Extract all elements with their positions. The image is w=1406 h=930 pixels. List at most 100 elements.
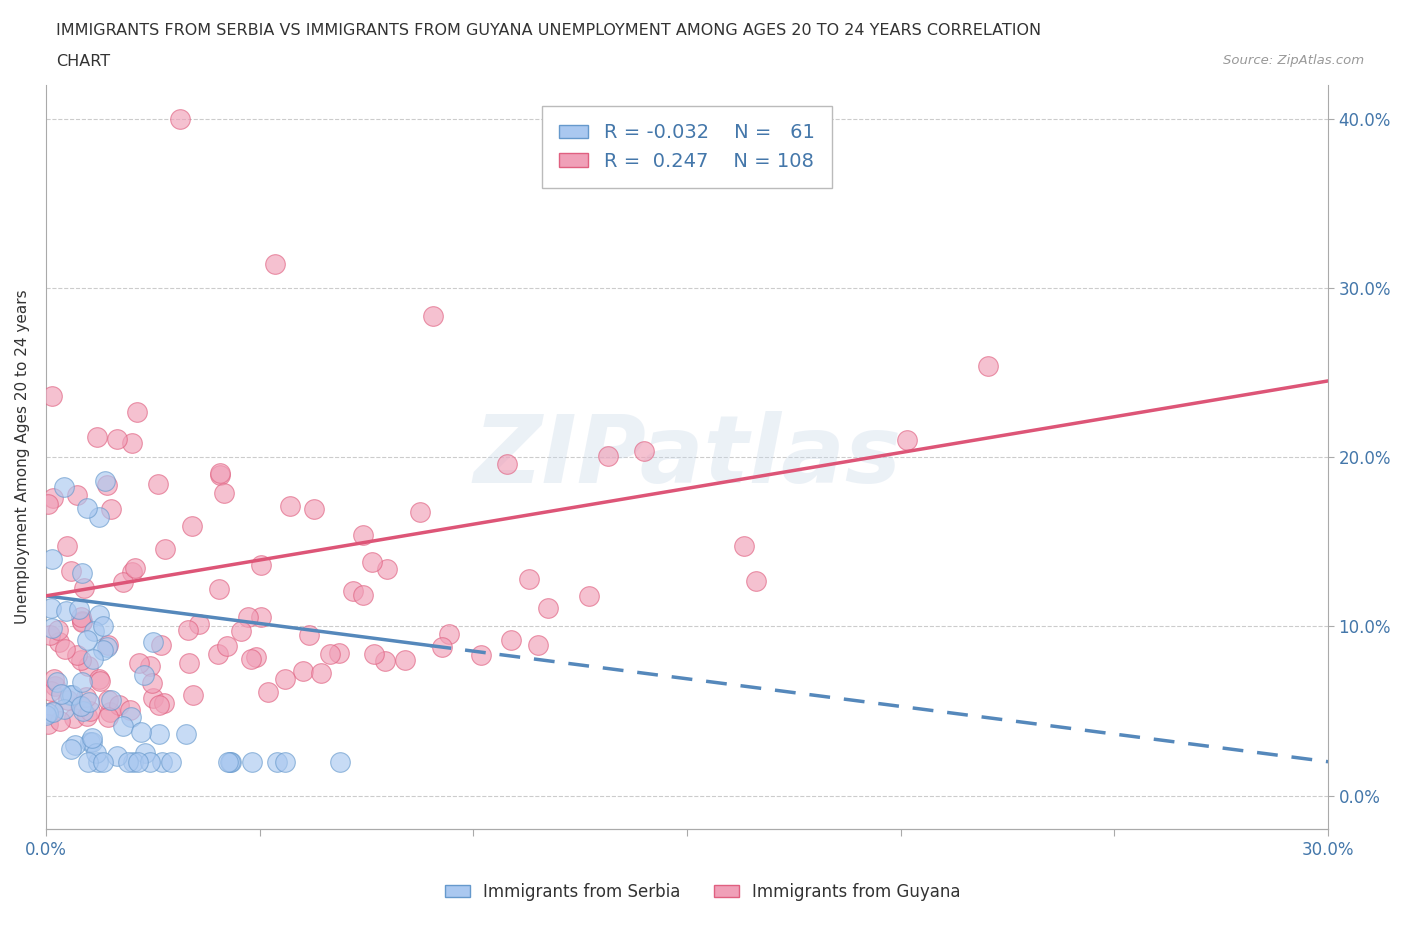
- Point: [56, 538, 79, 553]
- Point: [240, 652, 263, 667]
- Point: [394, 653, 416, 668]
- Point: [409, 505, 432, 520]
- Point: [121, 435, 143, 450]
- Point: [374, 654, 396, 669]
- Point: [207, 646, 229, 661]
- Text: CHART: CHART: [56, 54, 110, 69]
- Point: [89, 673, 111, 688]
- Point: [53, 701, 76, 716]
- Point: [291, 663, 314, 678]
- Point: [128, 656, 150, 671]
- Point: [105, 432, 128, 446]
- Point: [76, 632, 98, 647]
- Point: [150, 638, 173, 653]
- Point: [112, 574, 135, 589]
- Point: [91, 643, 114, 658]
- Point: [148, 698, 170, 712]
- Point: [89, 510, 111, 525]
- Point: [377, 562, 399, 577]
- Point: [249, 558, 271, 573]
- Point: [745, 573, 768, 588]
- Point: [82, 735, 104, 750]
- Point: [49, 713, 72, 728]
- Point: [117, 754, 139, 769]
- Y-axis label: Unemployment Among Ages 20 to 24 years: Unemployment Among Ages 20 to 24 years: [15, 290, 30, 624]
- Point: [66, 487, 89, 502]
- Point: [41, 551, 63, 566]
- Point: [274, 672, 297, 687]
- Point: [98, 704, 121, 719]
- Point: [63, 737, 86, 752]
- Point: [77, 658, 100, 673]
- Point: [120, 710, 142, 724]
- Point: [212, 485, 235, 500]
- Point: [89, 671, 111, 686]
- Point: [361, 555, 384, 570]
- Point: [70, 674, 93, 689]
- Point: [100, 501, 122, 516]
- Point: [44, 679, 66, 694]
- Point: [141, 676, 163, 691]
- Point: [53, 642, 76, 657]
- Point: [328, 645, 350, 660]
- Point: [112, 719, 135, 734]
- Point: [83, 624, 105, 639]
- Point: [75, 690, 97, 705]
- Point: [39, 600, 62, 615]
- Point: [56, 693, 79, 708]
- Point: [91, 754, 114, 769]
- Point: [470, 647, 492, 662]
- Point: [72, 703, 94, 718]
- Point: [105, 748, 128, 763]
- Point: [181, 519, 204, 534]
- Point: [59, 687, 82, 702]
- Point: [55, 604, 77, 618]
- Point: [274, 754, 297, 769]
- Point: [496, 457, 519, 472]
- Point: [174, 726, 197, 741]
- Point: [82, 730, 104, 745]
- Point: [76, 501, 98, 516]
- Point: [52, 479, 75, 494]
- Point: [41, 703, 63, 718]
- Point: [108, 698, 131, 712]
- Point: [70, 609, 93, 624]
- Point: [91, 619, 114, 634]
- Point: [302, 502, 325, 517]
- Point: [319, 647, 342, 662]
- Point: [217, 754, 239, 769]
- Point: [129, 724, 152, 739]
- Text: IMMIGRANTS FROM SERBIA VS IMMIGRANTS FROM GUYANA UNEMPLOYMENT AMONG AGES 20 TO 2: IMMIGRANTS FROM SERBIA VS IMMIGRANTS FRO…: [56, 23, 1042, 38]
- Point: [352, 588, 374, 603]
- Point: [94, 474, 117, 489]
- Point: [236, 610, 259, 625]
- Point: [86, 430, 108, 445]
- Point: [42, 490, 65, 505]
- Point: [148, 726, 170, 741]
- Point: [76, 709, 98, 724]
- Point: [352, 527, 374, 542]
- Point: [245, 649, 267, 664]
- Point: [499, 632, 522, 647]
- Point: [96, 477, 118, 492]
- Point: [37, 716, 59, 731]
- Point: [266, 754, 288, 769]
- Point: [146, 476, 169, 491]
- Point: [155, 541, 177, 556]
- Point: [65, 648, 87, 663]
- Point: [437, 626, 460, 641]
- Point: [120, 702, 142, 717]
- Point: [59, 564, 82, 578]
- Point: [89, 607, 111, 622]
- Point: [177, 656, 200, 671]
- Text: ZIPatlas: ZIPatlas: [472, 411, 901, 503]
- Point: [37, 706, 59, 721]
- Point: [229, 624, 252, 639]
- Point: [46, 675, 69, 690]
- Point: [176, 623, 198, 638]
- Point: [42, 671, 65, 686]
- Point: [60, 687, 83, 702]
- Point: [97, 638, 120, 653]
- Point: [84, 745, 107, 760]
- Point: [77, 695, 100, 710]
